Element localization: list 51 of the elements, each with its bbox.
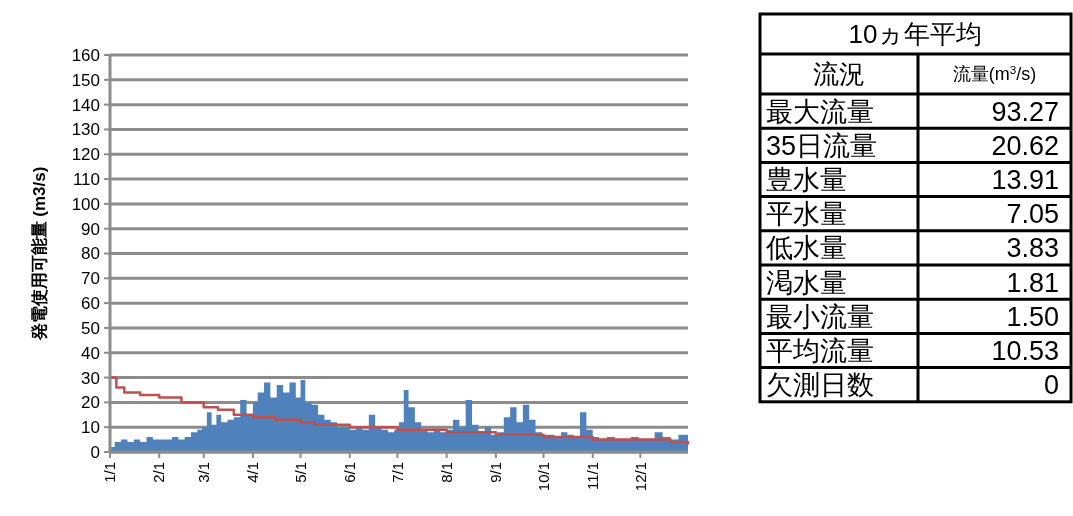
x-tick-label: 2/1 xyxy=(150,462,168,483)
x-tick-label: 11/1 xyxy=(583,462,601,491)
text: 20.62 xyxy=(991,130,1059,161)
y-tick-label: 150 xyxy=(71,70,100,90)
x-tick-label: 6/1 xyxy=(341,462,359,483)
x-tick-label: 9/1 xyxy=(487,462,505,483)
x-tick-label: 8/1 xyxy=(437,462,455,483)
x-tick-label: 4/1 xyxy=(244,462,262,483)
y-tick-label: 20 xyxy=(81,393,100,413)
x-tick-label: 3/1 xyxy=(194,462,212,483)
y-tick-label: 0 xyxy=(90,442,100,462)
text: 0 xyxy=(1043,370,1059,401)
text: 13.91 xyxy=(991,164,1059,195)
category-label: 最大流量 xyxy=(766,96,874,127)
text: 93.27 xyxy=(991,96,1059,127)
category-label: 豊水量 xyxy=(766,164,847,195)
y-axis-title: 発電使用可能量 (m3/s) xyxy=(30,166,49,342)
y-tick-label: 50 xyxy=(81,318,100,338)
y-tick-label: 80 xyxy=(81,244,100,264)
y-tick-label: 110 xyxy=(72,170,100,190)
category-label: 低水量 xyxy=(766,233,847,264)
y-tick-label: 100 xyxy=(71,194,100,214)
y-tick-label: 30 xyxy=(81,368,100,388)
x-tick-label: 10/1 xyxy=(534,462,552,492)
category-label: 欠測日数 xyxy=(766,370,874,401)
y-tick-label: 130 xyxy=(71,120,100,140)
y-tick-label: 10 xyxy=(81,418,100,438)
text: 1.81 xyxy=(1006,267,1059,298)
text: 1.50 xyxy=(1006,301,1059,332)
y-tick-label: 70 xyxy=(81,269,100,289)
y-tick-label: 60 xyxy=(81,294,100,314)
y-tick-label: 120 xyxy=(71,145,100,165)
category-label: 35日流量 xyxy=(766,130,878,161)
x-tick-label: 12/1 xyxy=(631,462,649,492)
x-tick-label: 7/1 xyxy=(388,462,406,483)
y-tick-label: 40 xyxy=(81,343,100,363)
text: 10.53 xyxy=(991,335,1059,366)
x-tick-label: 5/1 xyxy=(291,462,309,483)
category-label: 平均流量 xyxy=(766,335,874,366)
y-tick-label: 90 xyxy=(81,219,100,239)
y-tick-label: 160 xyxy=(71,45,100,65)
text: 流量(m$^{3}$/s) xyxy=(952,62,1037,85)
category-label: 渇水量 xyxy=(766,267,847,298)
x-tick-label: 1/1 xyxy=(101,462,119,483)
category-label: 最小流量 xyxy=(766,301,874,332)
text: 3.83 xyxy=(1006,233,1059,264)
y-tick-label: 140 xyxy=(71,95,100,115)
text: 流況 xyxy=(813,59,865,90)
text: 7.05 xyxy=(1006,199,1059,230)
category-label: 平水量 xyxy=(766,199,847,230)
text: 10ヵ年平均 xyxy=(848,19,983,50)
